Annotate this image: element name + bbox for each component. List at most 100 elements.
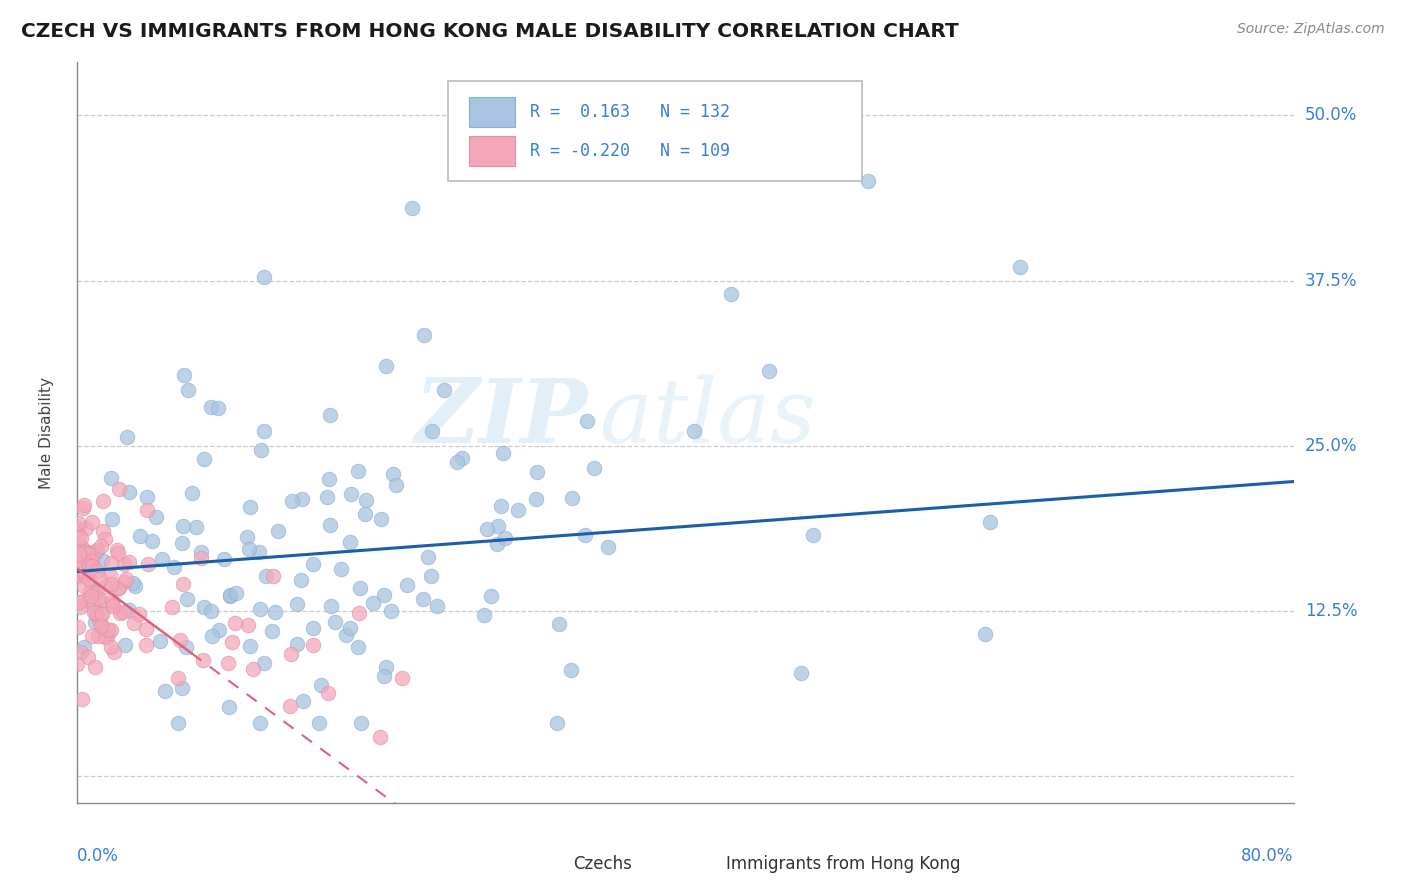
Text: Source: ZipAtlas.com: Source: ZipAtlas.com (1237, 22, 1385, 37)
Point (91, 524, 114, 538)
Point (100, 624, 122, 638)
Point (207, 401, 229, 415)
Point (420, 424, 443, 438)
Point (561, 491, 583, 505)
Text: 50.0%: 50.0% (1305, 106, 1357, 124)
Point (560, 663, 582, 677)
Bar (470, 97, 515, 127)
Point (221, 635, 243, 649)
Point (172, 577, 194, 591)
Point (77, 558, 100, 573)
Point (174, 640, 197, 655)
Point (67, 566, 90, 580)
Point (280, 647, 302, 661)
Point (167, 716, 190, 731)
Point (260, 624, 283, 638)
Point (548, 617, 571, 632)
Point (149, 634, 172, 648)
Point (339, 535, 361, 549)
Point (75, 568, 97, 582)
Point (281, 494, 304, 508)
Point (247, 544, 270, 558)
Text: 12.5%: 12.5% (1305, 602, 1357, 620)
Point (67, 620, 90, 634)
Point (856, 174, 879, 188)
Point (135, 622, 157, 636)
Point (69, 569, 91, 583)
Point (170, 535, 193, 549)
Point (69, 562, 91, 576)
Point (89, 572, 111, 586)
Point (477, 141, 499, 155)
Point (236, 618, 259, 632)
Point (979, 515, 1001, 529)
Point (67, 544, 90, 558)
Text: Czechs: Czechs (574, 855, 633, 873)
Point (193, 452, 215, 467)
Point (114, 572, 136, 586)
Point (82, 515, 104, 529)
Point (576, 415, 599, 429)
Point (135, 491, 157, 505)
Point (1008, 260, 1031, 275)
Point (176, 591, 198, 606)
Point (96, 630, 118, 644)
Text: 37.5%: 37.5% (1305, 271, 1357, 290)
Point (446, 455, 468, 469)
Point (129, 529, 152, 543)
Point (100, 577, 122, 591)
Point (319, 518, 342, 533)
Point (82, 559, 104, 574)
Point (506, 502, 529, 516)
Point (479, 589, 502, 603)
Point (177, 383, 200, 397)
Point (90, 540, 112, 554)
Point (66, 522, 89, 536)
Point (67, 538, 90, 552)
Point (100, 593, 122, 607)
Point (720, 286, 742, 301)
Point (790, 665, 813, 680)
Point (218, 589, 240, 603)
Point (163, 560, 186, 574)
Text: 25.0%: 25.0% (1305, 437, 1357, 455)
Point (77, 547, 100, 561)
Point (381, 467, 404, 482)
Point (974, 627, 997, 641)
Point (100, 556, 122, 570)
Point (84, 660, 107, 674)
Point (191, 653, 214, 667)
Text: CZECH VS IMMIGRANTS FROM HONG KONG MALE DISABILITY CORRELATION CHART: CZECH VS IMMIGRANTS FROM HONG KONG MALE … (21, 22, 959, 41)
Text: Immigrants from Hong Kong: Immigrants from Hong Kong (725, 855, 960, 873)
Point (412, 328, 434, 343)
Point (339, 487, 361, 501)
Point (418, 550, 440, 565)
Point (346, 464, 368, 478)
Point (69, 599, 91, 614)
Point (526, 491, 548, 506)
Point (70, 691, 93, 706)
Bar (470, 136, 515, 166)
Point (83, 586, 105, 600)
Point (108, 606, 131, 620)
Point (319, 408, 342, 422)
Point (239, 500, 262, 514)
Point (574, 527, 596, 541)
Point (84, 604, 107, 618)
Point (86, 564, 108, 578)
Point (190, 545, 212, 559)
Point (73, 498, 96, 512)
Point (67, 564, 90, 578)
Point (111, 605, 134, 619)
Point (583, 461, 606, 475)
Point (526, 465, 548, 479)
Point (101, 512, 124, 526)
Point (266, 524, 288, 538)
Point (73, 579, 96, 593)
Point (77, 545, 100, 559)
Text: R = -0.220   N = 109: R = -0.220 N = 109 (530, 143, 730, 161)
Point (100, 640, 122, 655)
Point (330, 561, 353, 575)
Point (93, 494, 115, 508)
Point (263, 605, 285, 619)
